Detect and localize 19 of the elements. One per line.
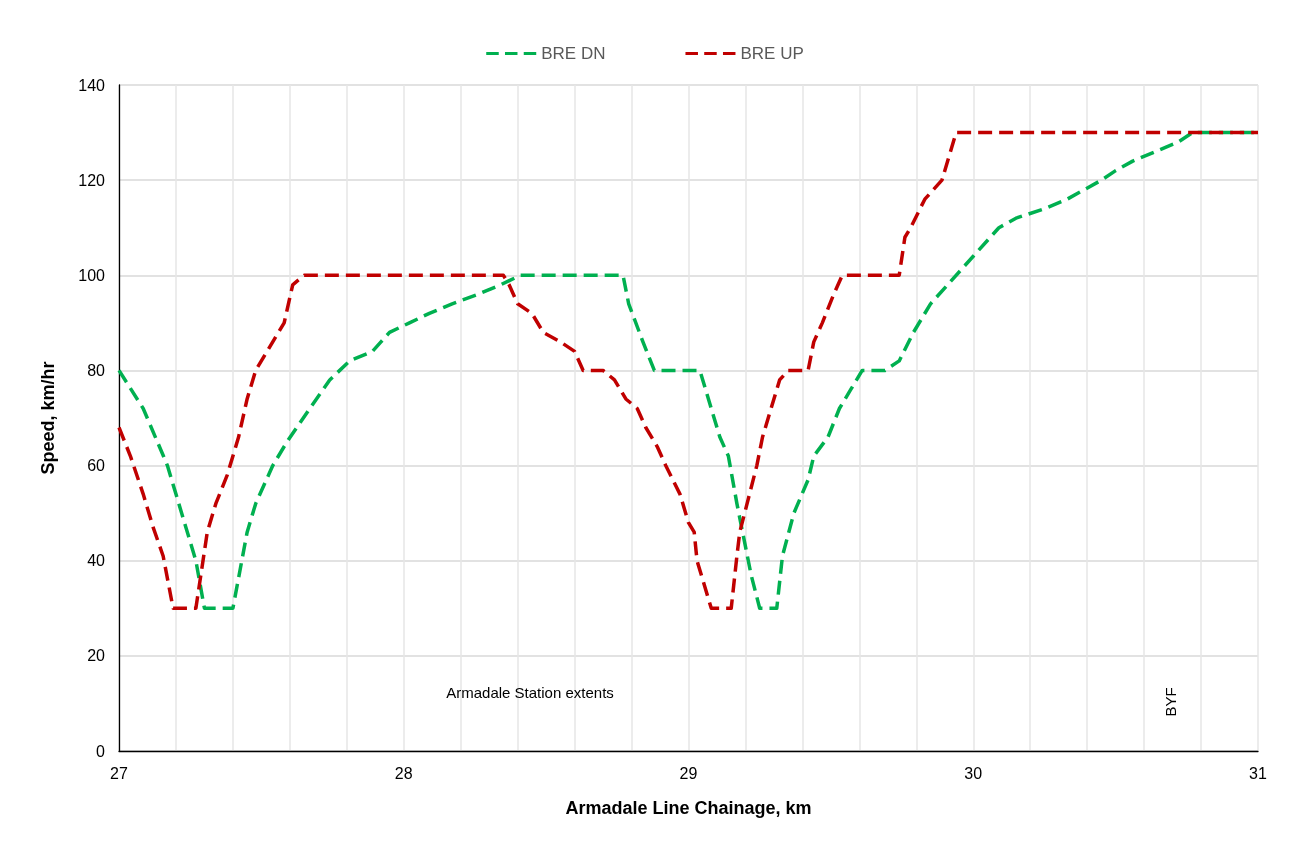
x-tick-label: 30	[964, 764, 983, 782]
annotation: Armadale Station extents	[446, 683, 614, 701]
y-axis-title: Speed, km/hr	[38, 361, 58, 475]
legend-label: BRE DN	[541, 44, 606, 63]
y-tick-label: 100	[78, 266, 106, 284]
y-tick-label: 140	[78, 76, 106, 94]
x-tick-label: 28	[394, 764, 413, 782]
y-tick-label: 80	[87, 361, 106, 379]
y-tick-label: 40	[87, 552, 106, 570]
x-axis-title: Armadale Line Chainage, km	[565, 798, 812, 818]
annotation: BYF	[1161, 687, 1179, 717]
y-tick-label: 120	[78, 171, 106, 189]
x-tick-label: 31	[1249, 764, 1267, 782]
y-tick-label: 0	[96, 742, 106, 760]
x-tick-label: 29	[679, 764, 698, 782]
legend-label: BRE UP	[740, 44, 804, 63]
y-tick-label: 20	[87, 647, 106, 665]
x-tick-label: 27	[110, 764, 128, 782]
y-tick-label: 60	[87, 457, 106, 475]
